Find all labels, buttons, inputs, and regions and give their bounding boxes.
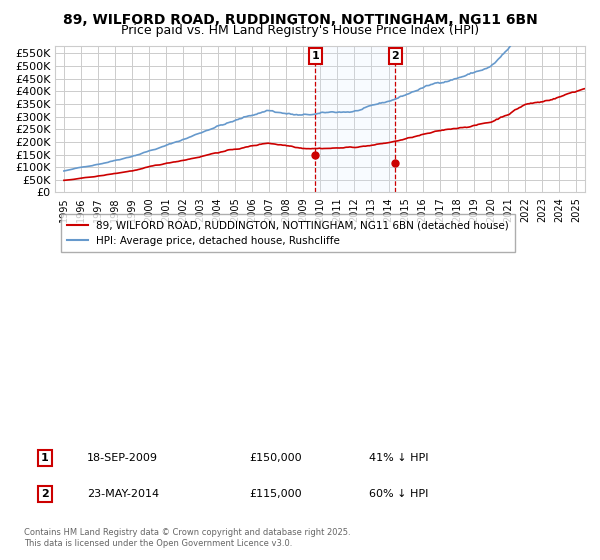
Text: 41% ↓ HPI: 41% ↓ HPI [369, 453, 428, 463]
Text: 60% ↓ HPI: 60% ↓ HPI [369, 489, 428, 499]
Legend: 89, WILFORD ROAD, RUDDINGTON, NOTTINGHAM, NG11 6BN (detached house), HPI: Averag: 89, WILFORD ROAD, RUDDINGTON, NOTTINGHAM… [61, 214, 515, 252]
Text: Contains HM Land Registry data © Crown copyright and database right 2025.
This d: Contains HM Land Registry data © Crown c… [24, 528, 350, 548]
Text: 1: 1 [311, 51, 319, 61]
Text: 2: 2 [391, 51, 399, 61]
Text: 1: 1 [41, 453, 49, 463]
Text: 2: 2 [41, 489, 49, 499]
Text: £150,000: £150,000 [249, 453, 302, 463]
Text: £115,000: £115,000 [249, 489, 302, 499]
Text: 23-MAY-2014: 23-MAY-2014 [87, 489, 159, 499]
Text: Price paid vs. HM Land Registry's House Price Index (HPI): Price paid vs. HM Land Registry's House … [121, 24, 479, 37]
Text: 18-SEP-2009: 18-SEP-2009 [87, 453, 158, 463]
Text: 89, WILFORD ROAD, RUDDINGTON, NOTTINGHAM, NG11 6BN: 89, WILFORD ROAD, RUDDINGTON, NOTTINGHAM… [62, 13, 538, 27]
Bar [316, 46, 395, 193]
